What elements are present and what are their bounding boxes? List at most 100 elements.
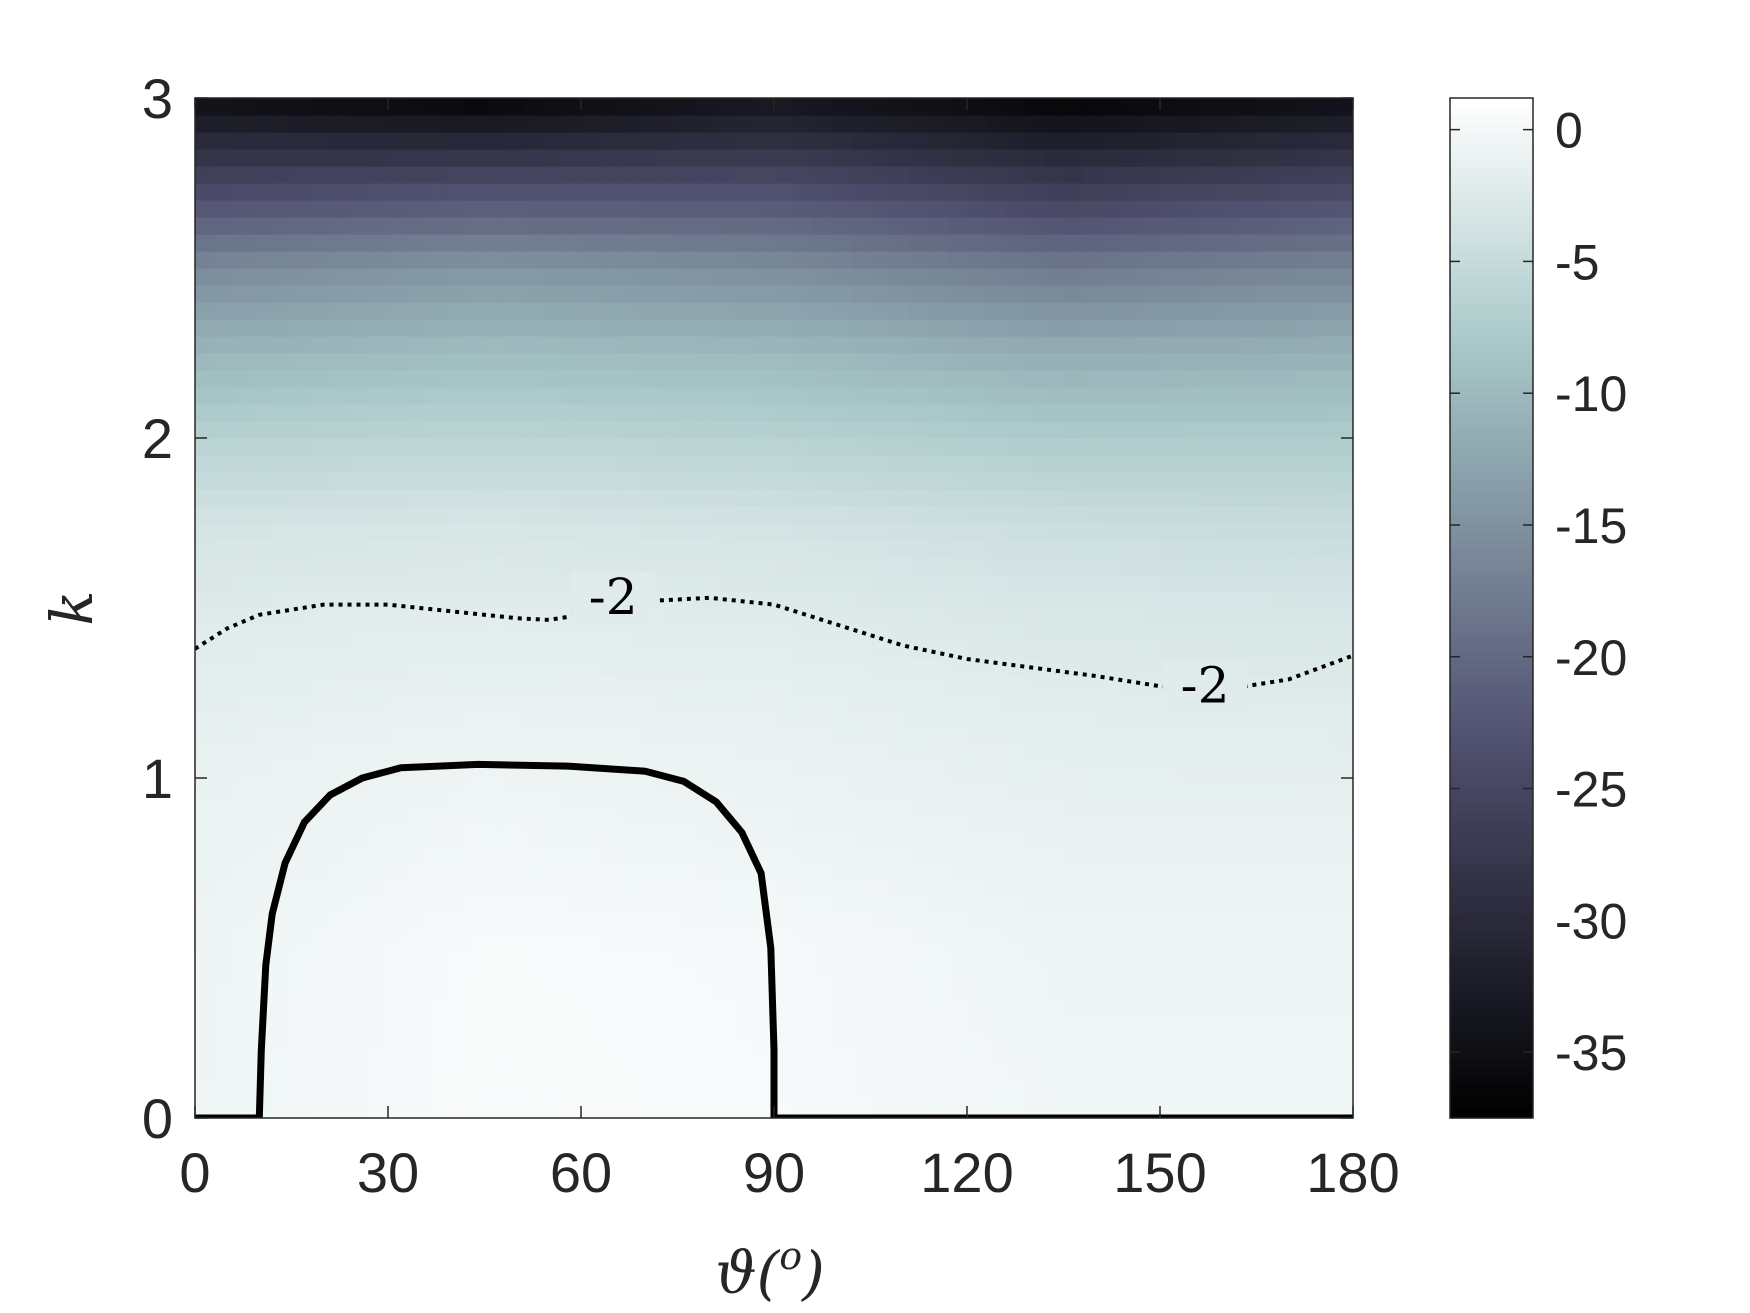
heatmap-cell xyxy=(986,132,1007,150)
heatmap-cell xyxy=(1314,710,1335,728)
heatmap-cell xyxy=(774,387,794,405)
heatmap-cell xyxy=(696,846,717,864)
heatmap-cell xyxy=(581,336,601,354)
heatmap-cell xyxy=(465,727,486,745)
heatmap-cell xyxy=(619,404,640,422)
heatmap-cell xyxy=(774,472,794,490)
heatmap-cell xyxy=(1256,336,1277,354)
heatmap-cell xyxy=(407,625,428,643)
heatmap-cell xyxy=(696,132,717,150)
heatmap-cell xyxy=(542,353,563,371)
heatmap-cell xyxy=(831,115,852,133)
colorbar-swatch xyxy=(1450,633,1533,643)
heatmap-cell xyxy=(1237,965,1258,983)
heatmap-cell xyxy=(1256,642,1277,660)
heatmap-cell xyxy=(1024,591,1045,609)
heatmap-cell xyxy=(754,744,775,762)
heatmap-cell xyxy=(928,166,949,184)
heatmap-cell xyxy=(967,574,987,592)
heatmap-cell xyxy=(831,557,852,575)
heatmap-cell xyxy=(638,217,659,235)
heatmap-cell xyxy=(1082,676,1103,694)
heatmap-cell xyxy=(233,404,254,422)
heatmap-cell xyxy=(889,659,910,677)
x-axis-title: ϑ(o) xyxy=(715,1234,825,1307)
heatmap-cell xyxy=(233,217,254,235)
heatmap-cell xyxy=(1082,132,1103,150)
heatmap-cell xyxy=(1314,472,1335,490)
heatmap-cell xyxy=(252,829,273,847)
heatmap-cell xyxy=(1102,149,1122,167)
colorbar-swatch xyxy=(1450,480,1533,490)
heatmap-cell xyxy=(774,1084,794,1102)
heatmap-cell xyxy=(831,676,852,694)
heatmap-cell xyxy=(774,217,794,235)
heatmap-cell xyxy=(1005,846,1026,864)
heatmap-cell xyxy=(214,982,235,1000)
heatmap-cell xyxy=(889,183,910,201)
heatmap-cell xyxy=(1082,1067,1103,1085)
heatmap-cell xyxy=(1179,455,1200,473)
heatmap-cell xyxy=(619,999,640,1017)
heatmap-cell xyxy=(967,251,987,269)
heatmap-cell xyxy=(851,115,872,133)
heatmap-cell xyxy=(310,710,331,728)
heatmap-cell xyxy=(214,608,235,626)
colorbar-swatch xyxy=(1450,939,1533,949)
heatmap-cell xyxy=(1102,880,1122,898)
colorbar-swatch xyxy=(1450,667,1533,677)
heatmap-cell xyxy=(368,336,389,354)
colorbar-swatch xyxy=(1450,1075,1533,1085)
heatmap-cell xyxy=(677,659,698,677)
heatmap-cell xyxy=(1160,897,1180,915)
heatmap-cell xyxy=(465,999,486,1017)
heatmap-cell xyxy=(986,268,1007,286)
heatmap-cell xyxy=(445,285,466,303)
heatmap-cell xyxy=(793,370,814,388)
heatmap-cell xyxy=(349,183,370,201)
heatmap-cell xyxy=(1198,999,1219,1017)
heatmap-cell xyxy=(831,285,852,303)
heatmap-cell xyxy=(561,625,582,643)
heatmap-cell xyxy=(754,387,775,405)
colorbar-swatch xyxy=(1450,676,1533,686)
colorbar-swatch xyxy=(1450,446,1533,456)
heatmap-cell xyxy=(735,659,756,677)
heatmap-cell xyxy=(542,982,563,1000)
heatmap-cell xyxy=(1044,625,1065,643)
heatmap-cell xyxy=(349,676,370,694)
heatmap-cell xyxy=(1179,914,1200,932)
heatmap-cell xyxy=(812,455,833,473)
heatmap-cell xyxy=(407,1033,428,1051)
heatmap-cell xyxy=(1063,744,1084,762)
heatmap-cell xyxy=(368,693,389,711)
heatmap-cell xyxy=(1024,676,1045,694)
heatmap-cell xyxy=(523,115,543,133)
heatmap-cell xyxy=(658,727,679,745)
heatmap-cell xyxy=(542,404,563,422)
heatmap-cell xyxy=(793,1033,814,1051)
heatmap-cell xyxy=(1082,948,1103,966)
heatmap-cell xyxy=(1237,353,1258,371)
heatmap-cell xyxy=(214,574,235,592)
heatmap-cell xyxy=(1237,1033,1258,1051)
heatmap-cell xyxy=(465,1033,486,1051)
heatmap-cell xyxy=(793,387,814,405)
heatmap-cell xyxy=(658,438,679,456)
colorbar-swatch xyxy=(1450,140,1533,150)
heatmap-cell xyxy=(484,523,505,541)
heatmap-cell xyxy=(330,625,350,643)
heatmap-cell xyxy=(581,506,601,524)
heatmap-cell xyxy=(445,982,466,1000)
heatmap-cell xyxy=(696,608,717,626)
heatmap-cell xyxy=(388,965,408,983)
colorbar-swatch xyxy=(1450,98,1533,108)
heatmap-cell xyxy=(735,217,756,235)
heatmap-cell xyxy=(484,489,505,507)
heatmap-cell xyxy=(735,302,756,320)
heatmap-cell xyxy=(561,302,582,320)
heatmap-cell xyxy=(658,557,679,575)
heatmap-cell xyxy=(1314,234,1335,252)
heatmap-cell xyxy=(851,574,872,592)
heatmap-cell xyxy=(1005,710,1026,728)
